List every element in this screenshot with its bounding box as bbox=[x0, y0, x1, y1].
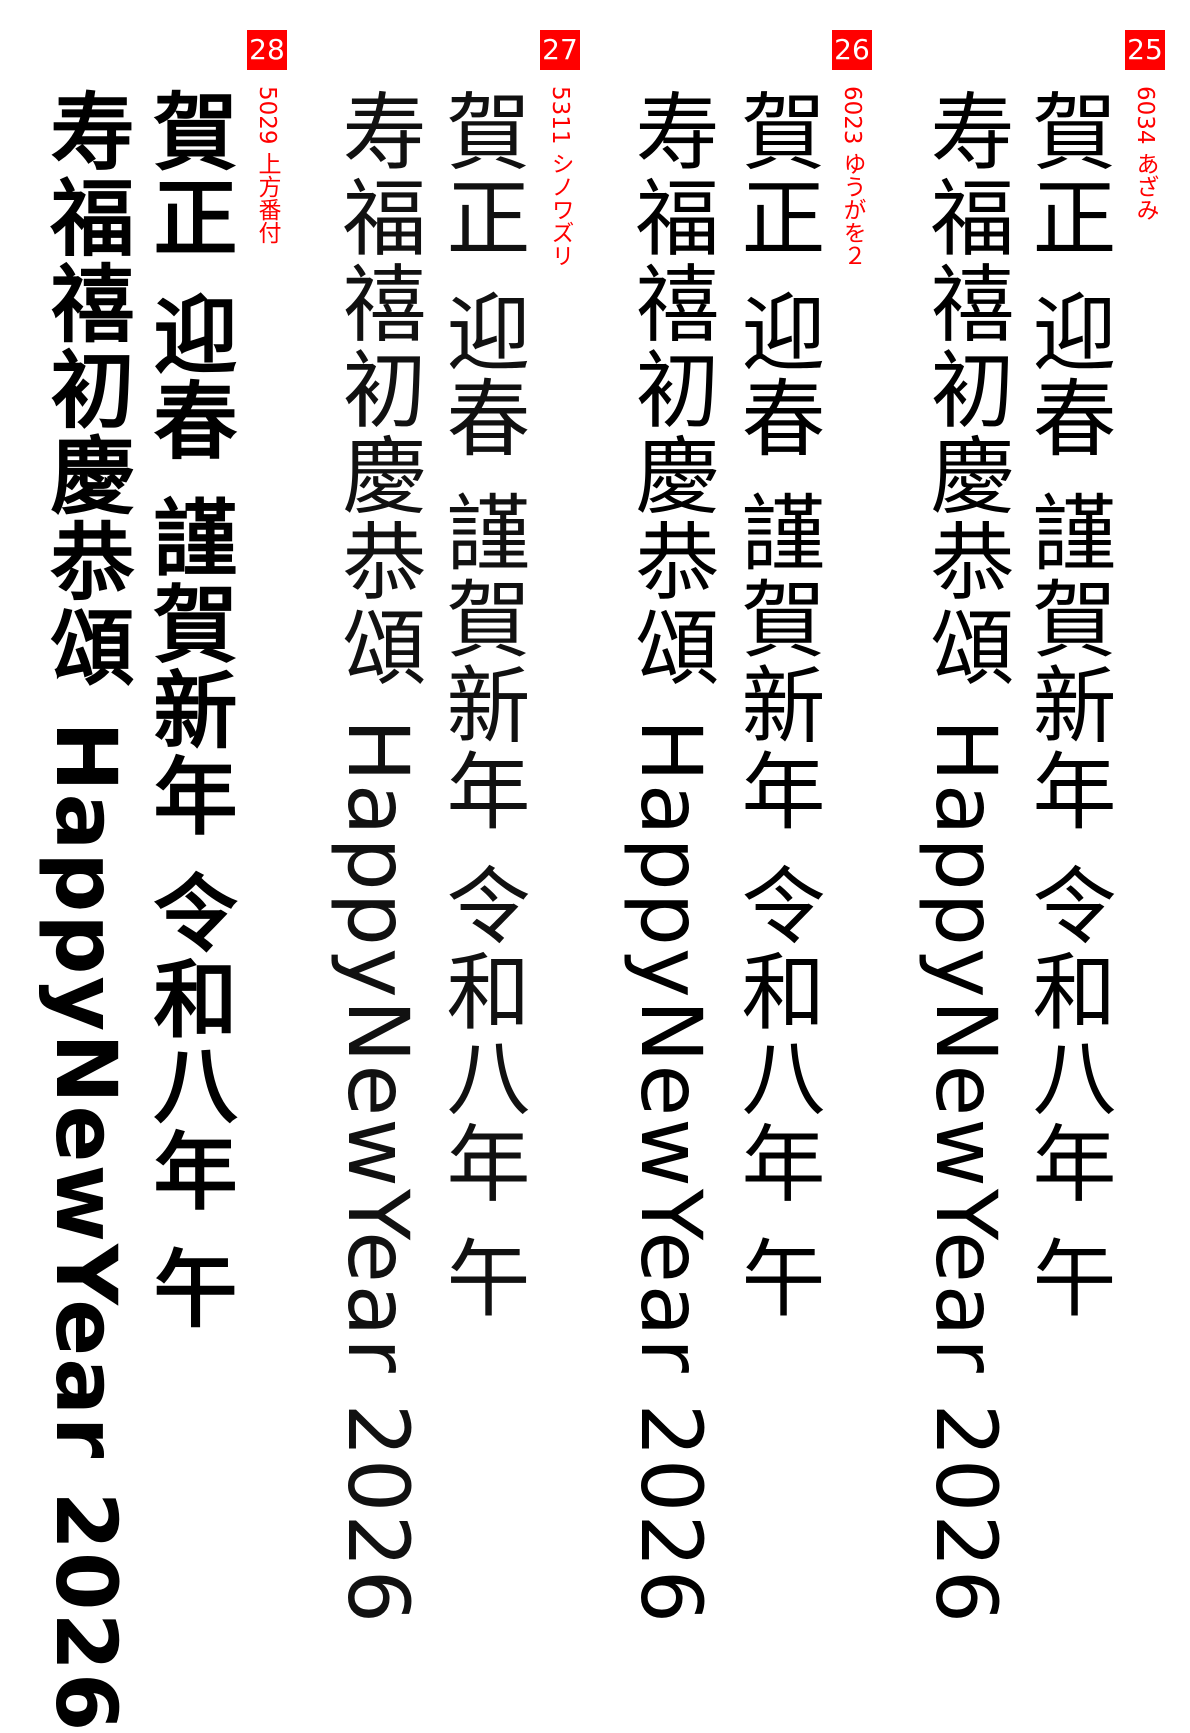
greeting-line-1: 賀正 迎春 謹賀新年 令和八年 午 bbox=[1019, 88, 1117, 1321]
greeting-line-1: 賀正 迎春 謹賀新年 令和八年 午 bbox=[728, 88, 826, 1321]
font-label: 5311 シノワズリ bbox=[547, 86, 573, 267]
font-label: 6034 あざみ bbox=[1132, 86, 1158, 221]
font-label: 6023 ゆうがを２ bbox=[839, 86, 865, 267]
greeting-line-2: 寿福禧初慶恭頌 HappyNewYear 2026 bbox=[329, 88, 427, 1626]
greeting-line-1: 賀正 迎春 謹賀新年 令和八年 午 bbox=[140, 88, 238, 1331]
font-label: 5029 上方番付 bbox=[254, 86, 280, 244]
sample-number-badge: 26 bbox=[832, 30, 872, 70]
greeting-line-2: 寿福禧初慶恭頌 HappyNewYear 2026 bbox=[622, 88, 720, 1626]
sample-number-badge: 27 bbox=[540, 30, 580, 70]
greeting-line-1: 賀正 迎春 謹賀新年 令和八年 午 bbox=[433, 88, 531, 1321]
greeting-line-2: 寿福禧初慶恭頌 HappyNewYear 2026 bbox=[37, 88, 135, 1733]
sample-number-badge: 25 bbox=[1125, 30, 1165, 70]
greeting-line-2: 寿福禧初慶恭頌 HappyNewYear 2026 bbox=[917, 88, 1015, 1626]
sample-number-badge: 28 bbox=[247, 30, 287, 70]
